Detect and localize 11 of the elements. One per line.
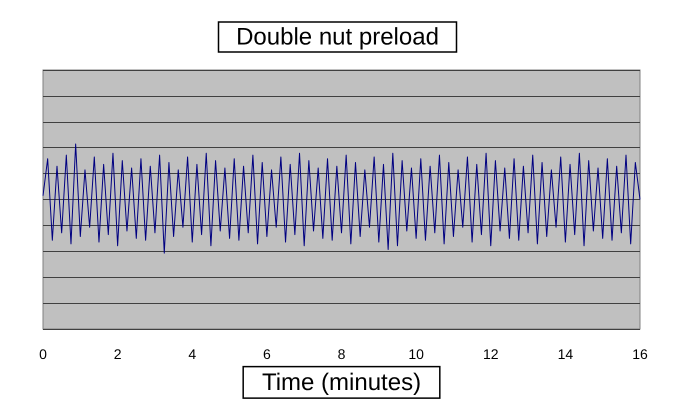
x-tick-label: 4 <box>188 346 196 362</box>
x-tick-label: 14 <box>558 346 574 362</box>
chart-title: Double nut preload <box>236 24 439 50</box>
x-tick-label: 12 <box>482 346 499 362</box>
x-tick-label: 6 <box>262 346 271 362</box>
x-tick-label: 0 <box>39 346 48 362</box>
x-tick-label: 16 <box>632 346 648 362</box>
x-tick-label: 10 <box>408 346 424 362</box>
x-axis-title: Time (minutes) <box>262 368 422 396</box>
x-tick-label: 2 <box>114 346 122 362</box>
x-tick-label: 8 <box>338 346 346 362</box>
